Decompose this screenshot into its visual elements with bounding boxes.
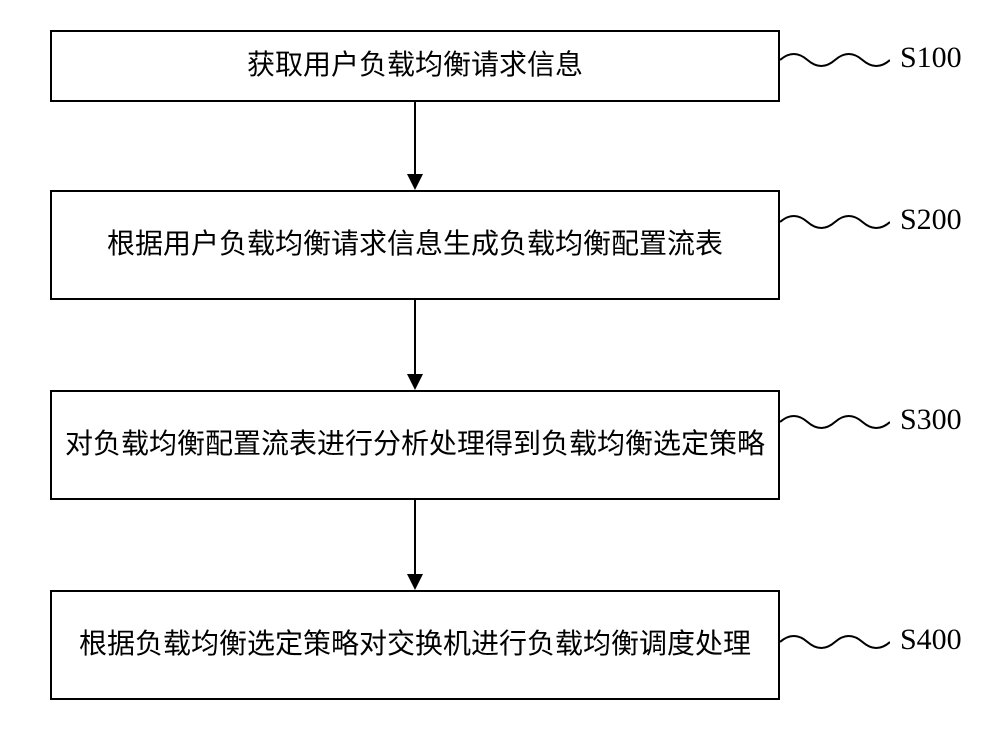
- leader-wave-s100: [780, 40, 890, 80]
- arrow-1: [400, 102, 430, 190]
- leader-wave-s200: [780, 202, 890, 242]
- flow-node-s300: 对负载均衡配置流表进行分析处理得到负载均衡选定策略: [50, 390, 780, 500]
- flow-node-text: 对负载均衡配置流表进行分析处理得到负载均衡选定策略: [57, 427, 773, 463]
- flow-node-s200: 根据用户负载均衡请求信息生成负载均衡配置流表: [50, 190, 780, 300]
- arrow-3: [400, 500, 430, 590]
- flow-node-s100: 获取用户负载均衡请求信息: [50, 30, 780, 102]
- leader-wave-s300: [780, 402, 890, 442]
- flow-node-s400: 根据负载均衡选定策略对交换机进行负载均衡调度处理: [50, 590, 780, 700]
- flow-node-text: 根据负载均衡选定策略对交换机进行负载均衡调度处理: [71, 627, 759, 663]
- leader-wave-s400: [780, 622, 890, 662]
- step-label-s400: S400: [900, 623, 962, 657]
- step-label-s200: S200: [900, 203, 962, 237]
- arrow-2: [400, 300, 430, 390]
- step-label-s100: S100: [900, 41, 962, 75]
- flowchart-canvas: 获取用户负载均衡请求信息 S100 根据用户负载均衡请求信息生成负载均衡配置流表 S2…: [0, 0, 1000, 737]
- step-label-s300: S300: [900, 403, 962, 437]
- flow-node-text: 根据用户负载均衡请求信息生成负载均衡配置流表: [99, 227, 731, 263]
- flow-node-text: 获取用户负载均衡请求信息: [239, 48, 591, 84]
